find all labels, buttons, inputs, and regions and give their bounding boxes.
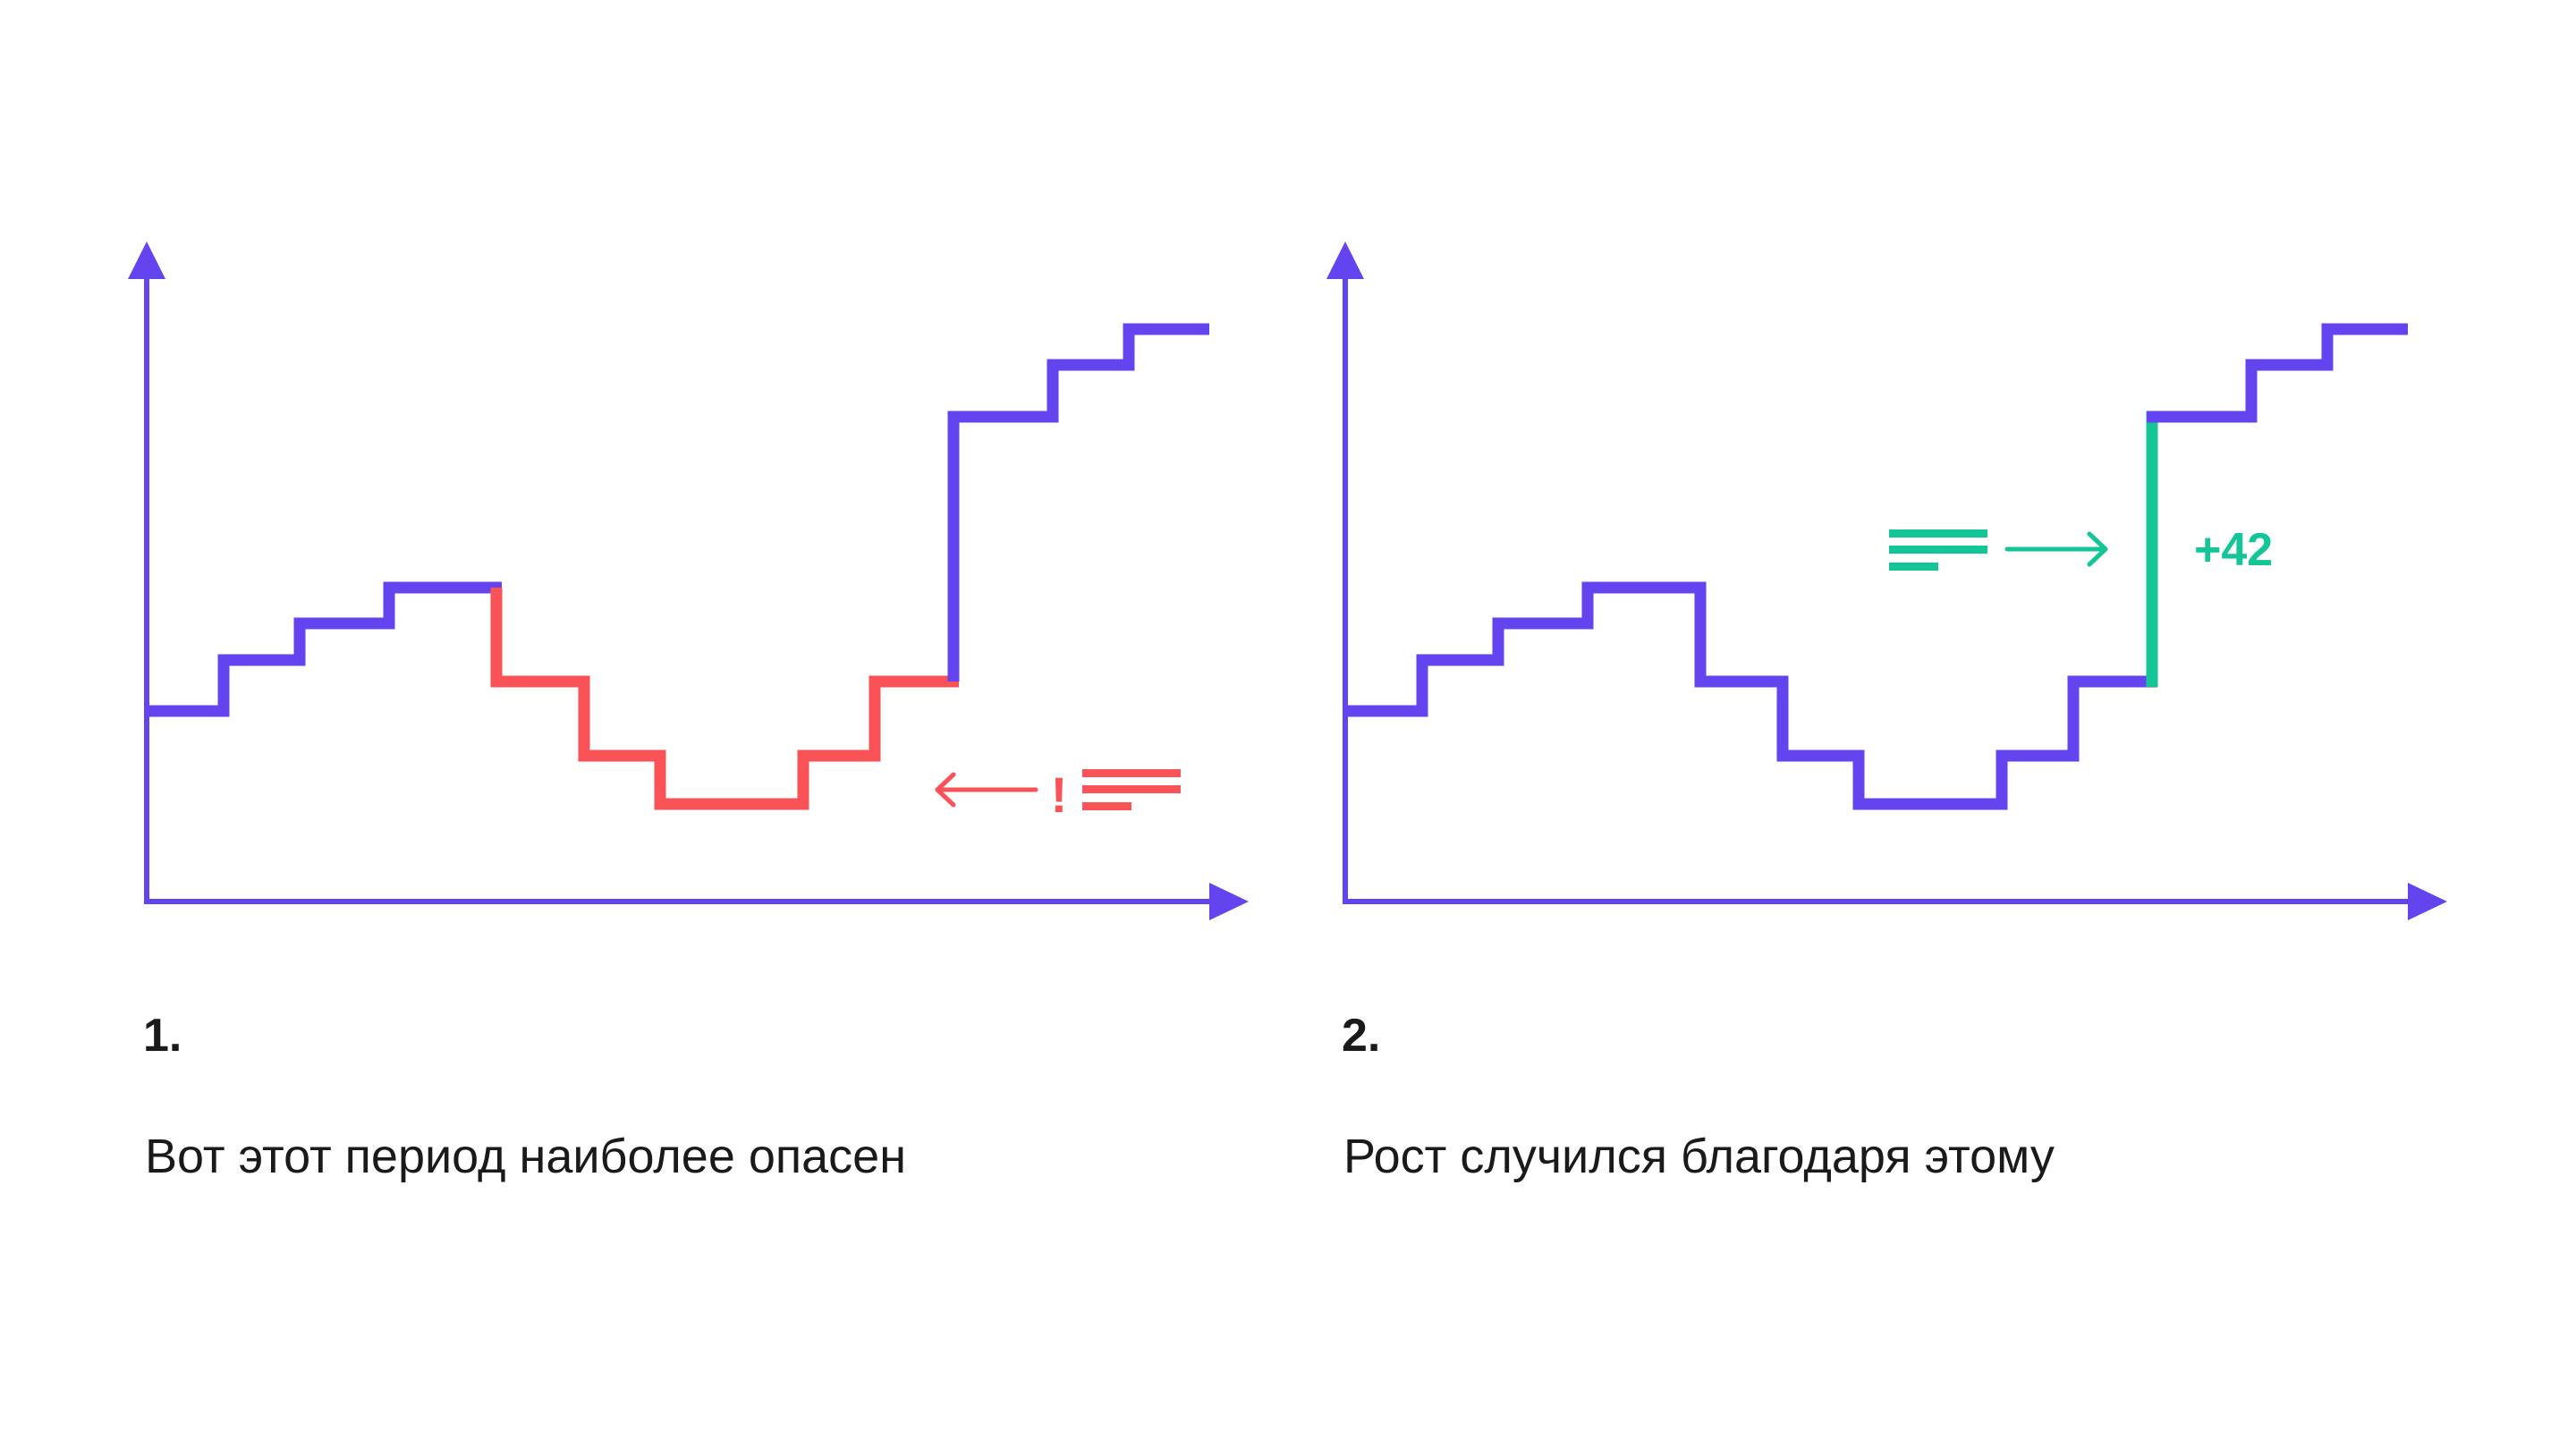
series-line-after: [2147, 323, 2408, 423]
panel-2-caption: Рост случился благодаря этому: [1343, 1130, 2055, 1183]
panel-1-chart: !: [128, 241, 1249, 920]
panel-2-number: 2.: [1342, 1010, 1381, 1062]
x-axis-arrow-icon: [1209, 883, 1249, 920]
danger-mark: !: [1051, 766, 1068, 823]
series-line-before: [147, 581, 502, 717]
y-axis-arrow-icon: [128, 241, 165, 279]
series-line-before: [1345, 581, 2157, 810]
x-axis-arrow-icon: [2408, 883, 2447, 920]
danger-annotation: !: [935, 766, 1181, 823]
left-arrow-icon: [935, 772, 1038, 808]
panel-1-caption: Вот этот период наиболее опасен: [145, 1130, 907, 1183]
growth-annotation: +42: [1889, 524, 2273, 576]
text-lines-icon: [1082, 769, 1181, 810]
y-axis-arrow-icon: [1326, 241, 1364, 279]
series-line-danger: [490, 588, 959, 810]
right-arrow-icon: [2004, 531, 2108, 567]
growth-label: +42: [2194, 524, 2273, 576]
panel-1-number: 1.: [143, 1010, 182, 1062]
panel-2-chart: +42: [1326, 241, 2447, 920]
text-lines-icon: [1889, 529, 1987, 571]
series-line-after: [947, 323, 1209, 682]
